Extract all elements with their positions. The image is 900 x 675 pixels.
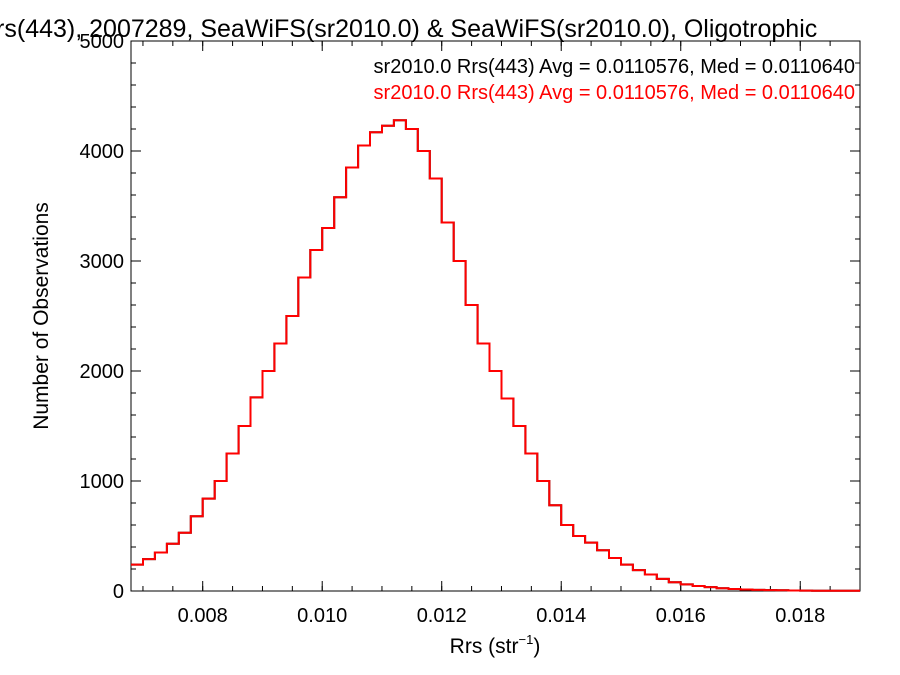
series-group [131, 119, 860, 592]
y-tick-label: 1000 [80, 471, 125, 493]
series-line-black [131, 119, 860, 592]
x-axis-label: Rrs (str−1) [450, 632, 541, 658]
y-tick-label: 2000 [80, 361, 125, 383]
x-tick-label: 0.016 [656, 605, 706, 627]
y-tick-label: 4000 [80, 141, 125, 163]
y-axis: 0 1000 2000 3000 4000 5000 [80, 31, 860, 603]
y-tick-label: 5000 [80, 31, 125, 53]
x-axis-label-main: Rrs (str [450, 635, 519, 658]
y-tick-label: 0 [113, 581, 124, 603]
x-tick-label: 0.012 [417, 605, 467, 627]
legend-entry-red: sr2010.0 Rrs(443) Avg = 0.0110576, Med =… [374, 82, 855, 104]
legend-entry-black: sr2010.0 Rrs(443) Avg = 0.0110576, Med =… [374, 56, 855, 78]
x-axis: 0.008 0.010 0.012 0.014 0.016 0.018 [142, 41, 831, 627]
x-axis-label-close: ) [533, 635, 540, 658]
series-line-red [131, 119, 860, 592]
x-tick-label: 0.018 [775, 605, 825, 627]
plot-frame [130, 40, 861, 592]
x-tick-label: 0.014 [536, 605, 586, 627]
plot-area [130, 40, 861, 592]
x-tick-label: 0.008 [178, 605, 228, 627]
chart-title: Rrs(443), 2007289, SeaWiFS(sr2010.0) & S… [0, 15, 817, 43]
x-tick-label: 0.010 [297, 605, 347, 627]
x-axis-label-sup: −1 [519, 632, 534, 647]
y-tick-label: 3000 [80, 251, 125, 273]
y-axis-label: Number of Observations [30, 202, 53, 430]
